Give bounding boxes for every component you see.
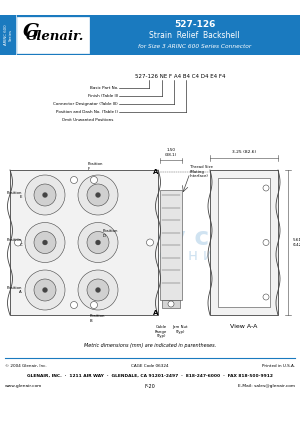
Circle shape (91, 301, 98, 309)
Text: GLENAIR, INC.  ·  1211 AIR WAY  ·  GLENDALE, CA 91201-2497  ·  818-247-6000  ·  : GLENAIR, INC. · 1211 AIR WAY · GLENDALE,… (27, 374, 273, 378)
Text: Position
D: Position D (103, 229, 118, 238)
Text: Position
F: Position F (88, 162, 103, 171)
Text: Glenair.: Glenair. (26, 29, 84, 42)
Text: 3.25 (82.6): 3.25 (82.6) (232, 150, 256, 154)
Text: Finish (Table II): Finish (Table II) (88, 94, 118, 98)
Bar (162, 300, 180, 308)
Text: A: A (153, 310, 159, 316)
Circle shape (95, 240, 101, 245)
Text: 527-126: 527-126 (174, 20, 215, 28)
Text: Strain  Relief  Backshell: Strain Relief Backshell (149, 31, 240, 40)
Bar (10, 170, 158, 315)
Text: Metric dimensions (mm) are indicated in parentheses.: Metric dimensions (mm) are indicated in … (84, 343, 216, 348)
Circle shape (168, 301, 174, 307)
Circle shape (70, 301, 77, 309)
Text: Printed in U.S.A.: Printed in U.S.A. (262, 364, 295, 368)
Bar (218, 178, 270, 307)
Circle shape (95, 287, 101, 292)
Text: A: A (153, 169, 159, 175)
Bar (210, 170, 278, 315)
Circle shape (91, 176, 98, 184)
Text: Basic Part No.: Basic Part No. (90, 86, 118, 90)
Bar (0, 15, 300, 55)
Text: к о р у с: к о р у с (91, 226, 209, 249)
Circle shape (263, 294, 269, 300)
Circle shape (43, 287, 47, 292)
Text: Thread Size
(Mating
Interface): Thread Size (Mating Interface) (190, 165, 213, 178)
Bar (17, 17, 89, 53)
Text: 527-126 NE F A4 B4 C4 D4 E4 F4: 527-126 NE F A4 B4 C4 D4 E4 F4 (135, 74, 225, 79)
Circle shape (87, 232, 109, 253)
Circle shape (34, 232, 56, 253)
Text: © 2004 Glenair, Inc.: © 2004 Glenair, Inc. (5, 364, 47, 368)
Text: Position and Dash No. (Table I): Position and Dash No. (Table I) (56, 110, 118, 114)
Text: Cable
Range
(Typ): Cable Range (Typ) (155, 325, 167, 338)
Bar (0, 15, 16, 55)
Circle shape (263, 240, 269, 246)
Circle shape (25, 270, 65, 310)
Text: 1.50
(38.1): 1.50 (38.1) (165, 148, 177, 157)
Text: Position
A: Position A (7, 286, 22, 294)
Text: Position
C: Position C (7, 238, 22, 247)
Text: for Size 3 ARINC 600 Series Connector: for Size 3 ARINC 600 Series Connector (138, 43, 251, 48)
Text: ARINC 600
Series: ARINC 600 Series (4, 25, 13, 45)
Text: G: G (23, 23, 40, 41)
Circle shape (263, 185, 269, 191)
Text: F-20: F-20 (145, 383, 155, 388)
Circle shape (78, 175, 118, 215)
Bar (160, 190, 182, 300)
Circle shape (95, 193, 101, 198)
Circle shape (78, 223, 118, 263)
Circle shape (87, 184, 109, 206)
Circle shape (70, 176, 77, 184)
Text: www.glenair.com: www.glenair.com (5, 384, 42, 388)
Text: э л е к т р о н н и к: э л е к т р о н н и к (74, 248, 226, 263)
Circle shape (146, 239, 154, 246)
Circle shape (25, 175, 65, 215)
Circle shape (34, 279, 56, 301)
Circle shape (43, 240, 47, 245)
Text: View A-A: View A-A (230, 325, 258, 329)
Text: Omit Unwanted Positions: Omit Unwanted Positions (58, 118, 113, 122)
Circle shape (78, 270, 118, 310)
Circle shape (87, 279, 109, 301)
Text: Position
B: Position B (90, 314, 106, 323)
Text: Position
E: Position E (7, 191, 22, 199)
Text: CAGE Code 06324: CAGE Code 06324 (131, 364, 169, 368)
Text: 5.61
(142.5): 5.61 (142.5) (293, 238, 300, 247)
Text: Connector Designator (Table III): Connector Designator (Table III) (53, 102, 118, 106)
Circle shape (14, 239, 22, 246)
Text: Jam Nut
(Typ): Jam Nut (Typ) (172, 325, 188, 334)
Text: E-Mail: sales@glenair.com: E-Mail: sales@glenair.com (238, 384, 295, 388)
Circle shape (25, 223, 65, 263)
Circle shape (43, 193, 47, 198)
Circle shape (34, 184, 56, 206)
